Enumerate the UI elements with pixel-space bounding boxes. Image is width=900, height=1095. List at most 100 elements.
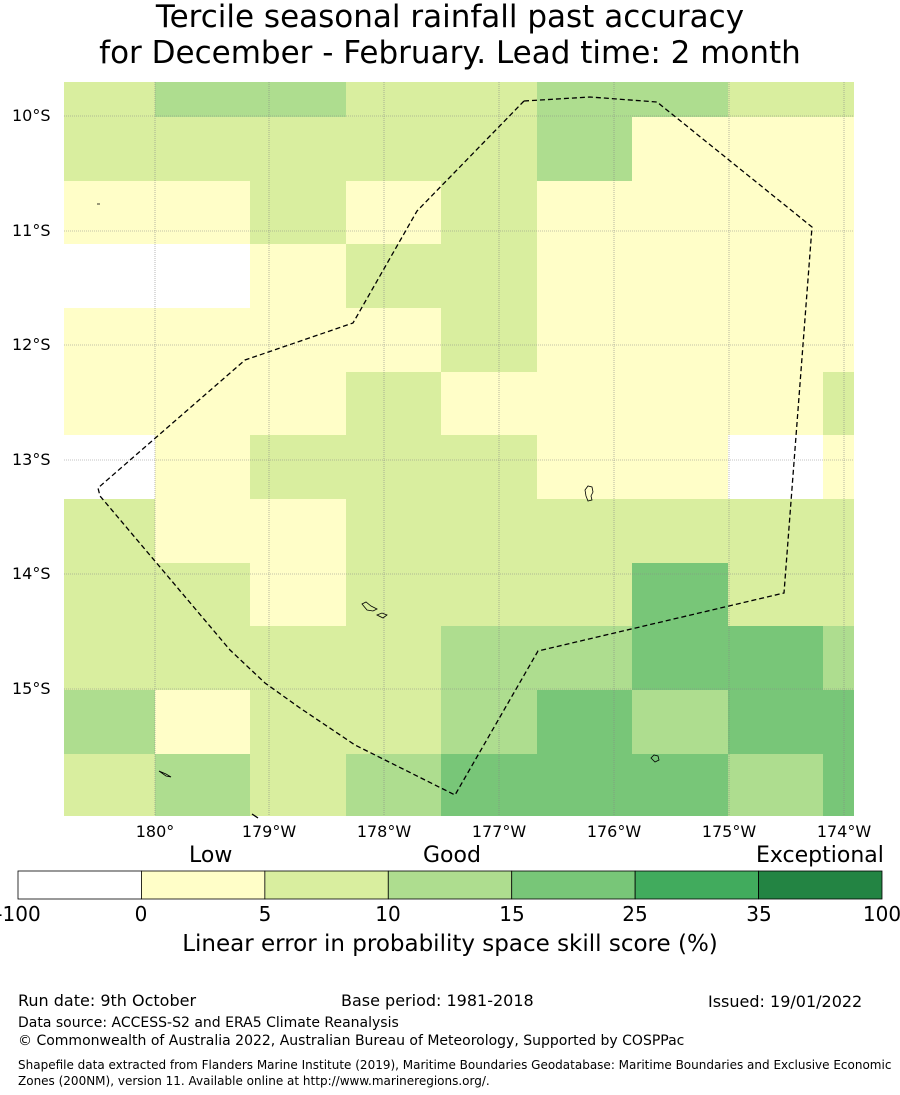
run-date: Run date: 9th October (18, 991, 197, 1010)
skill-cell (346, 372, 441, 435)
graticule (64, 82, 854, 816)
island-small-west (158, 770, 172, 778)
lat-label: 14°S (12, 564, 51, 583)
skill-cell (728, 435, 823, 499)
skill-cell (823, 435, 854, 499)
colorbar-tick: 5 (258, 902, 272, 926)
skill-cell (346, 244, 441, 308)
skill-cell (728, 372, 823, 435)
skill-cell (155, 435, 250, 499)
skill-cell (823, 82, 854, 117)
skill-cell (537, 499, 632, 563)
skill-cell (155, 117, 250, 181)
island-small-east (650, 754, 660, 763)
skill-cell (64, 117, 155, 181)
skill-cell (441, 499, 537, 563)
lat-label: 13°S (12, 450, 51, 469)
skill-cell (823, 690, 854, 754)
colorbar-tick: 100 (862, 902, 900, 926)
skill-cell (64, 435, 155, 499)
skill-cell (537, 690, 632, 754)
colorbar-swatch (141, 870, 266, 900)
skill-cell (537, 754, 632, 816)
skill-cell (155, 372, 250, 435)
skill-cell (537, 308, 632, 372)
island-futuna (376, 612, 388, 619)
colorbar-category-low: Low (189, 843, 233, 868)
skill-cell (728, 308, 823, 372)
eez-boundary-stub (251, 813, 259, 819)
skill-cell (250, 690, 346, 754)
island-atafu (584, 485, 594, 502)
skill-cell (823, 563, 854, 626)
skill-cell (346, 435, 441, 499)
skill-cell (441, 244, 537, 308)
skill-cell (728, 244, 823, 308)
skill-cell (823, 244, 854, 308)
skill-cell (346, 499, 441, 563)
skill-cell (64, 690, 155, 754)
skill-cell (250, 372, 346, 435)
skill-cell (155, 82, 250, 117)
skill-cell (64, 754, 155, 816)
skill-cell (250, 181, 346, 244)
skill-cell (155, 499, 250, 563)
skill-cell (537, 372, 632, 435)
issued-date: Issued: 19/01/2022 (708, 992, 863, 1011)
colorbar-swatch (511, 870, 636, 900)
skill-cell (346, 181, 441, 244)
colorbar (17, 870, 883, 900)
skill-cell (441, 690, 537, 754)
skill-cell (64, 499, 155, 563)
skill-cell (346, 563, 441, 626)
skill-cell (346, 626, 441, 690)
chart-title-line1: Tercile seasonal rainfall past accuracy (155, 0, 745, 35)
skill-cell (441, 308, 537, 372)
skill-cell (632, 690, 728, 754)
colorbar-swatch (634, 870, 759, 900)
skill-cell (728, 626, 823, 690)
data-source: Data source: ACCESS-S2 and ERA5 Climate … (18, 1015, 399, 1031)
skill-cell (728, 181, 823, 244)
skill-cell (64, 244, 155, 308)
skill-cell (250, 82, 346, 117)
skill-cell (728, 754, 823, 816)
lon-label: 174°W (816, 822, 872, 841)
eez-boundary (97, 96, 813, 796)
colorbar-tick: 35 (746, 902, 772, 926)
island-wallis (361, 601, 378, 612)
colorbar-category-good: Good (423, 843, 481, 868)
skill-cell (632, 82, 728, 117)
colorbar-swatch (264, 870, 389, 900)
skill-cell (441, 82, 537, 117)
skill-cell (823, 117, 854, 181)
skill-cell (441, 626, 537, 690)
skill-cell (346, 117, 441, 181)
skill-cell (537, 244, 632, 308)
skill-grid (64, 82, 854, 816)
skill-cell (823, 308, 854, 372)
lon-label: 176°W (586, 822, 642, 841)
lat-label: 11°S (12, 221, 51, 240)
lon-label: 177°W (471, 822, 527, 841)
shapefile-credit: Shapefile data extracted from Flanders M… (18, 1058, 892, 1088)
skill-cell (155, 181, 250, 244)
chart-title-line2: for December - February. Lead time: 2 mo… (99, 35, 801, 71)
skill-cell (346, 308, 441, 372)
skill-cell (632, 372, 728, 435)
skill-cell (632, 499, 728, 563)
skill-cell (250, 117, 346, 181)
skill-cell (441, 563, 537, 626)
skill-cell (155, 308, 250, 372)
colorbar-category-exceptional: Exceptional (756, 843, 884, 868)
colorbar-swatch (758, 870, 883, 900)
colorbar-swatch (17, 870, 142, 900)
lon-label: 178°W (356, 822, 412, 841)
skill-cell (346, 754, 441, 816)
skill-cell (250, 244, 346, 308)
skill-cell (632, 181, 728, 244)
skill-cell (632, 435, 728, 499)
skill-cell (250, 499, 346, 563)
colorbar-tick: 0 (134, 902, 148, 926)
lat-label: 10°S (12, 106, 51, 125)
